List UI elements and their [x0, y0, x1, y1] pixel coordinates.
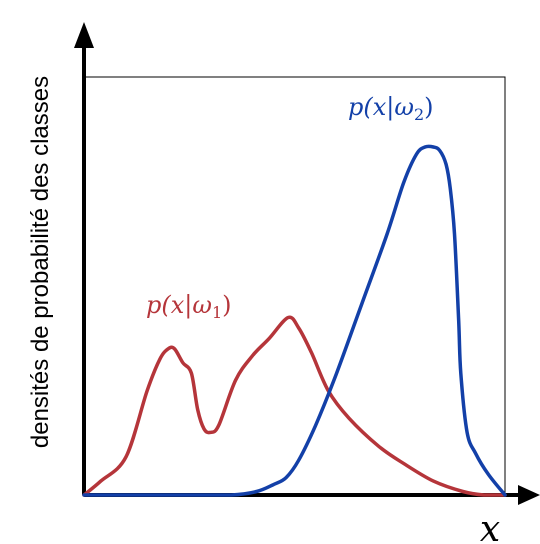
label-bar: | [184, 291, 192, 320]
label-func: p( [146, 291, 171, 319]
series-label-omega2: p(x|ω2) [348, 93, 434, 124]
label-var: x [171, 291, 185, 319]
label-sub: 1 [212, 303, 222, 322]
x-axis-arrowhead [518, 485, 540, 505]
series-line-omega1 [82, 315, 507, 497]
x-axis-label: x [480, 509, 500, 544]
y-axis-arrowhead [74, 22, 94, 48]
label-func: p( [348, 93, 373, 121]
series-label-omega1: p(x|ω1) [146, 291, 232, 322]
label-close: ) [424, 93, 433, 121]
label-var: x [373, 93, 387, 121]
label-bar: | [386, 93, 394, 122]
label-greek: ω [394, 93, 414, 121]
plot-frame [83, 76, 506, 496]
label-close: ) [222, 291, 231, 319]
label-sub: 2 [414, 105, 424, 124]
label-greek: ω [192, 291, 212, 319]
y-axis-label: densités de probabilité des classes [27, 76, 54, 448]
series-line-omega2 [82, 144, 507, 497]
